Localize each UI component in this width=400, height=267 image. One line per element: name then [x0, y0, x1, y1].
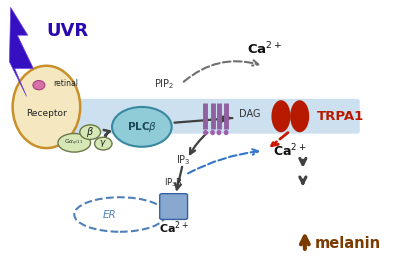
Text: Ca$^{2+}$: Ca$^{2+}$ [248, 40, 283, 57]
Ellipse shape [80, 125, 100, 139]
Ellipse shape [224, 130, 228, 135]
FancyBboxPatch shape [160, 194, 188, 219]
Text: DAG: DAG [239, 109, 261, 119]
Text: Ca$^{2+}$: Ca$^{2+}$ [273, 143, 306, 159]
Ellipse shape [290, 100, 309, 132]
Ellipse shape [33, 81, 45, 90]
Text: Ca$^{2+}$: Ca$^{2+}$ [159, 219, 188, 236]
Ellipse shape [58, 134, 90, 152]
Text: Receptor: Receptor [26, 109, 67, 118]
Text: $\beta$: $\beta$ [86, 125, 94, 139]
Text: PIP$_2$: PIP$_2$ [154, 77, 174, 91]
Text: IP$_3$: IP$_3$ [176, 153, 191, 167]
Text: melanin: melanin [315, 236, 381, 251]
Ellipse shape [210, 130, 215, 135]
Text: ER: ER [103, 210, 117, 220]
Ellipse shape [13, 66, 80, 148]
Text: $\gamma$: $\gamma$ [100, 138, 107, 149]
Text: UVR: UVR [46, 22, 88, 40]
Ellipse shape [272, 100, 290, 132]
Text: PLC$\beta$: PLC$\beta$ [127, 120, 157, 134]
Ellipse shape [112, 107, 172, 147]
Text: IP$_3$R: IP$_3$R [164, 176, 183, 189]
Ellipse shape [94, 137, 112, 150]
Text: G$\alpha_{q/11}$: G$\alpha_{q/11}$ [64, 138, 83, 148]
Ellipse shape [203, 130, 208, 135]
Text: retinal: retinal [54, 79, 78, 88]
Ellipse shape [216, 130, 221, 135]
FancyBboxPatch shape [67, 99, 360, 134]
Text: TRPA1: TRPA1 [317, 110, 364, 123]
Polygon shape [10, 7, 33, 96]
